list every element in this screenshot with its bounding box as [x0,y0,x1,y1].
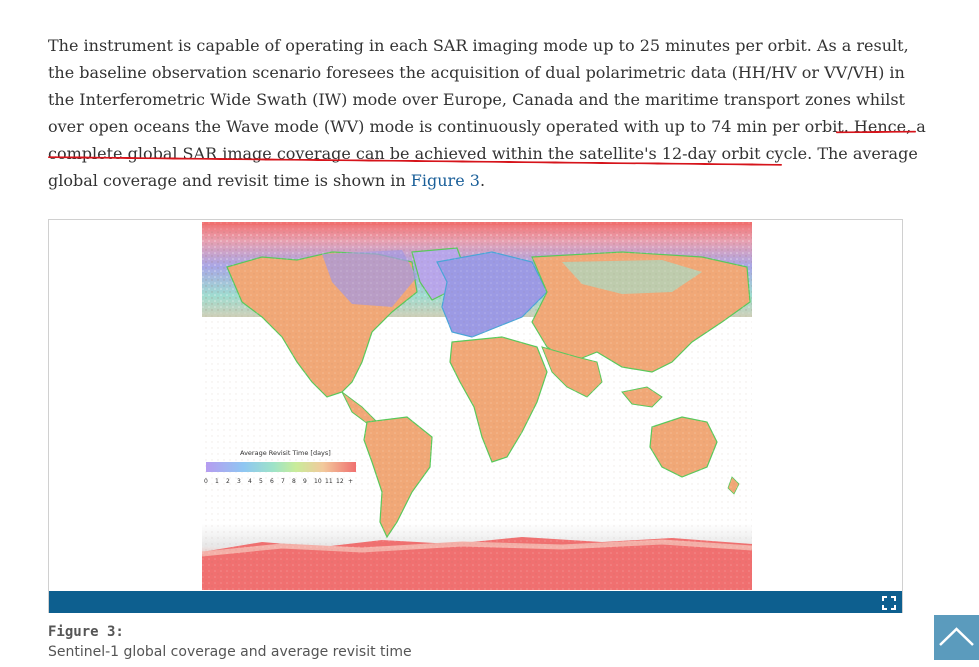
world-map-image: Average Revisit Time [days] 0 1 2 3 4 5 … [202,222,752,590]
paragraph-line-6-prefix: global coverage and revisit time is show… [48,171,411,190]
legend-tick: 10 [314,478,322,485]
legend-tick: 12 [336,478,344,485]
figure-caption-title: Figure 3: [48,624,124,640]
paragraph-line-2: the baseline observation scenario forese… [48,63,905,82]
scroll-to-top-button[interactable] [934,615,979,660]
figure-caption-text: Sentinel-1 global coverage and average r… [48,644,412,660]
paragraph-line-4-text: over open oceans the Wave mode (WV) mode… [48,117,849,136]
paragraph-line-1: The instrument is capable of operating i… [48,36,909,55]
paragraph-line-5: complete global SAR image coverage can b… [48,140,928,167]
legend-tick: 3 [237,478,241,485]
legend-tick: 2 [226,478,230,485]
legend-tick: 4 [248,478,252,485]
highlight-start: Hence, a [853,117,926,136]
paragraph-line-6-suffix: . [479,171,486,190]
paragraph-line-4: over open oceans the Wave mode (WV) mode… [48,113,928,140]
expand-icon[interactable] [882,595,896,610]
article-paragraph: The instrument is capable of operating i… [48,32,928,194]
revisit-map-svg: Average Revisit Time [days] 0 1 2 3 4 5 … [202,222,752,590]
paragraph-line-3: the Interferometric Wide Swath (IW) mode… [48,90,905,109]
highlighted-sentence: complete global SAR image coverage can b… [48,144,813,163]
paragraph-line-5-tail: The average [812,144,918,163]
legend-tick: 5 [259,478,263,485]
paragraph-line-6: global coverage and revisit time is show… [48,167,928,194]
legend-tick: 0 [204,478,208,485]
figure-toolbar [49,591,902,613]
figure-3-link[interactable]: Figure 3 [410,171,480,190]
figure-container: Average Revisit Time [days] 0 1 2 3 4 5 … [48,219,903,613]
legend-tick: 7 [281,478,285,485]
legend-tick: + [348,478,353,485]
legend-tick: 11 [325,478,333,485]
legend-title: Average Revisit Time [days] [240,449,331,457]
legend-tick: 9 [303,478,307,485]
legend-tick: 8 [292,478,296,485]
legend-tick: 6 [270,478,274,485]
chevron-up-icon [939,627,974,646]
legend-tick: 1 [215,478,219,485]
